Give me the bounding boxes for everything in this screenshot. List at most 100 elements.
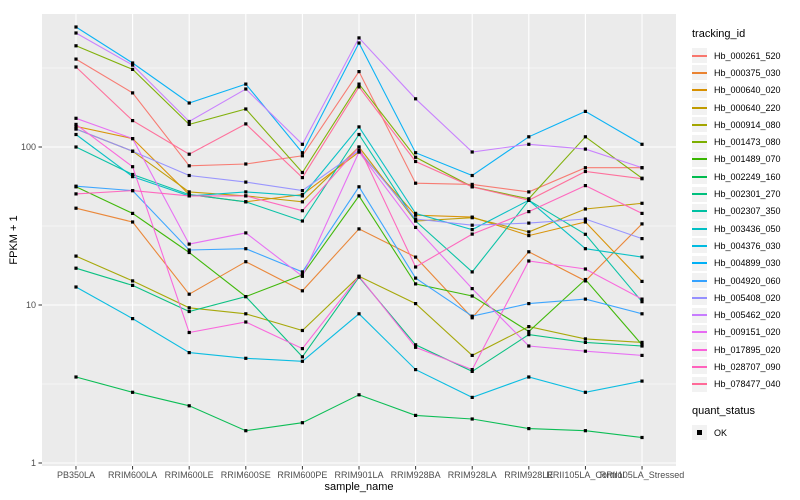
data-point [583, 429, 587, 433]
data-point [131, 165, 135, 169]
legend-key [692, 359, 707, 375]
legend-key [692, 307, 707, 323]
data-point [357, 70, 361, 74]
data-point [357, 82, 361, 86]
data-point [640, 279, 644, 283]
data-point [470, 270, 474, 274]
data-point [244, 107, 248, 111]
legend-item: Hb_001473_080 [686, 133, 800, 150]
data-point [300, 142, 304, 146]
data-point [357, 194, 361, 198]
y-axis-title: FPKM + 1 [8, 215, 20, 265]
data-point [74, 127, 78, 131]
data-point [414, 213, 418, 217]
data-point [300, 355, 304, 359]
legend-key [692, 324, 707, 340]
data-point [583, 349, 587, 353]
data-point [414, 343, 418, 347]
data-point [414, 219, 418, 223]
legend-item: Hb_004899_030 [686, 255, 800, 272]
data-point [300, 176, 304, 180]
data-point [470, 294, 474, 298]
legend-item: Hb_009151_020 [686, 324, 800, 341]
series-color-line-icon [692, 383, 707, 386]
legend-item: Hb_004376_030 [686, 237, 800, 254]
data-point [131, 283, 135, 287]
data-point [74, 116, 78, 120]
x-tick-label: RRIM901LA [334, 470, 383, 480]
legend-label: Hb_004920_060 [714, 275, 781, 286]
data-point [527, 198, 531, 202]
data-point [414, 255, 418, 259]
data-point [187, 242, 191, 246]
legend-label: Hb_004376_030 [714, 240, 781, 251]
legend-key [692, 342, 707, 358]
legend-key [692, 82, 707, 98]
data-point [74, 254, 78, 258]
x-tick-label: RRIM928LA [448, 470, 497, 480]
data-point [527, 333, 531, 337]
data-point [244, 122, 248, 126]
series-color-line-icon [692, 262, 707, 265]
data-point [414, 282, 418, 286]
data-point [640, 211, 644, 215]
data-point [583, 220, 587, 224]
series-color-line-icon [692, 314, 707, 317]
data-point [187, 173, 191, 178]
data-point [357, 185, 361, 189]
data-point [244, 200, 248, 204]
legend-key [692, 134, 707, 150]
data-point [470, 287, 474, 291]
data-point [74, 57, 78, 61]
data-point [470, 369, 474, 373]
data-point [187, 248, 191, 252]
legend-item: Hb_000261_520 [686, 47, 800, 64]
data-point [74, 44, 78, 48]
legend-item: Hb_005462_020 [686, 306, 800, 323]
series-color-line-icon [692, 348, 707, 351]
data-point [187, 330, 191, 335]
data-point [74, 192, 78, 196]
series-color-line-icon [692, 89, 707, 92]
series-color-line-icon [692, 227, 707, 230]
data-point [640, 201, 644, 205]
data-point [131, 119, 135, 123]
data-point [583, 217, 587, 221]
data-point [357, 41, 361, 45]
data-point [583, 297, 587, 301]
series-color-line-icon [692, 175, 707, 178]
series-color-line-icon [692, 279, 707, 282]
legend-label: Hb_000261_520 [714, 50, 781, 61]
legend-label: Hb_001473_080 [714, 137, 781, 148]
data-point [357, 150, 361, 154]
data-point [244, 356, 248, 360]
data-point [583, 147, 587, 151]
data-point [131, 137, 135, 141]
data-point [131, 63, 135, 67]
data-point [300, 189, 304, 193]
data-point [187, 250, 191, 255]
data-point [74, 25, 78, 29]
data-point [300, 170, 304, 175]
data-point [187, 119, 191, 124]
data-point [244, 87, 248, 91]
data-point [414, 159, 418, 164]
data-point [187, 101, 191, 105]
data-point [583, 340, 587, 344]
data-point [244, 162, 248, 166]
data-point [583, 169, 587, 174]
data-point [300, 209, 304, 213]
data-point [583, 184, 587, 188]
legend-label: OK [714, 427, 728, 438]
legend-key [692, 290, 707, 306]
legend-label: Hb_002301_270 [714, 189, 781, 200]
data-point [131, 279, 135, 283]
data-point [640, 297, 644, 301]
data-point [640, 177, 644, 181]
data-point [244, 312, 248, 316]
series-color-line-icon [692, 123, 707, 126]
legend-label: Hb_005408_020 [714, 292, 781, 303]
legend-label: Hb_002307_350 [714, 206, 781, 217]
